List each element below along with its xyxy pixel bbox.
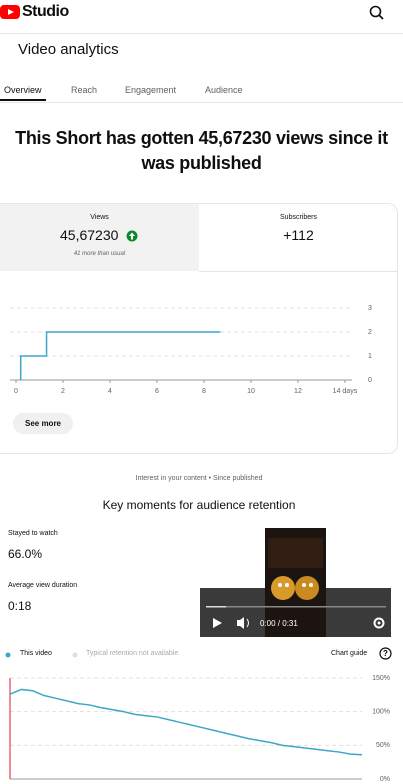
tabs-divider [0, 102, 403, 103]
y-tick-label: 0% [380, 776, 390, 783]
stats-card [0, 203, 398, 454]
tab[interactable]: Engagement [125, 85, 177, 95]
x-tick-label: 2 [61, 388, 65, 395]
video-player[interactable] [200, 528, 391, 637]
svg-text:?: ? [383, 649, 388, 658]
logo-icon[interactable] [0, 4, 22, 20]
x-tick-label: 4 [108, 388, 112, 395]
legend-dot [5, 652, 11, 658]
stat-label: Subscribers [280, 214, 317, 221]
tab[interactable]: Overview [4, 85, 42, 95]
y-tick-label: 1 [368, 353, 372, 360]
line [9, 688, 363, 756]
x-tick-label: 14 days [333, 388, 358, 395]
see-more-button[interactable]: See more [13, 413, 73, 434]
y-tick-label: 150% [372, 675, 390, 682]
line [19, 331, 221, 380]
stat-value: 45,67230 [60, 227, 119, 243]
y-tick-label: 3 [368, 305, 372, 312]
y-tick-label: 2 [368, 329, 372, 336]
legend-label[interactable]: This video [20, 650, 52, 657]
help-icon[interactable]: ? [379, 647, 392, 660]
views-stat-bg[interactable] [0, 204, 199, 271]
x-tick-label: 12 [294, 388, 302, 395]
x-tick-label: 8 [202, 388, 206, 395]
headline: This Short has gotten 45,67230 views sin… [15, 128, 388, 173]
top-bar [0, 0, 403, 34]
legend-dot [72, 652, 78, 658]
x-tick-label: 0 [14, 388, 18, 395]
y-tick-label: 0 [368, 377, 372, 384]
metric-value: 66.0% [8, 547, 43, 561]
video-time: 0:00 / 0:31 [260, 619, 298, 628]
search-icon[interactable] [369, 5, 385, 21]
section-title: Key moments for audience retention [102, 498, 296, 512]
metric-value: 0:18 [8, 599, 32, 613]
subs-stat-bg[interactable] [199, 204, 397, 272]
tab[interactable]: Audience [205, 85, 243, 95]
logo-text[interactable]: Studio [22, 3, 69, 20]
stat-note: 41 more than usual [73, 251, 126, 257]
stat-label: Views [90, 214, 109, 221]
tab-indicator [0, 99, 46, 101]
section-caption: Interest in your content • Since publish… [135, 475, 263, 482]
y-tick-label: 100% [372, 709, 390, 716]
up-icon [126, 230, 138, 242]
metric-label: Stayed to watch [8, 530, 58, 537]
chart-guide[interactable]: Chart guide [331, 650, 368, 657]
metric-label: Average view duration [8, 582, 78, 589]
page-title: Video analytics [18, 41, 119, 58]
tab[interactable]: Reach [71, 85, 98, 95]
x-tick-label: 6 [155, 388, 159, 395]
legend-note: Typical retention not available [86, 650, 179, 657]
y-tick-label: 50% [376, 742, 390, 749]
x-tick-label: 10 [247, 388, 255, 395]
stat-value: +112 [283, 227, 314, 243]
